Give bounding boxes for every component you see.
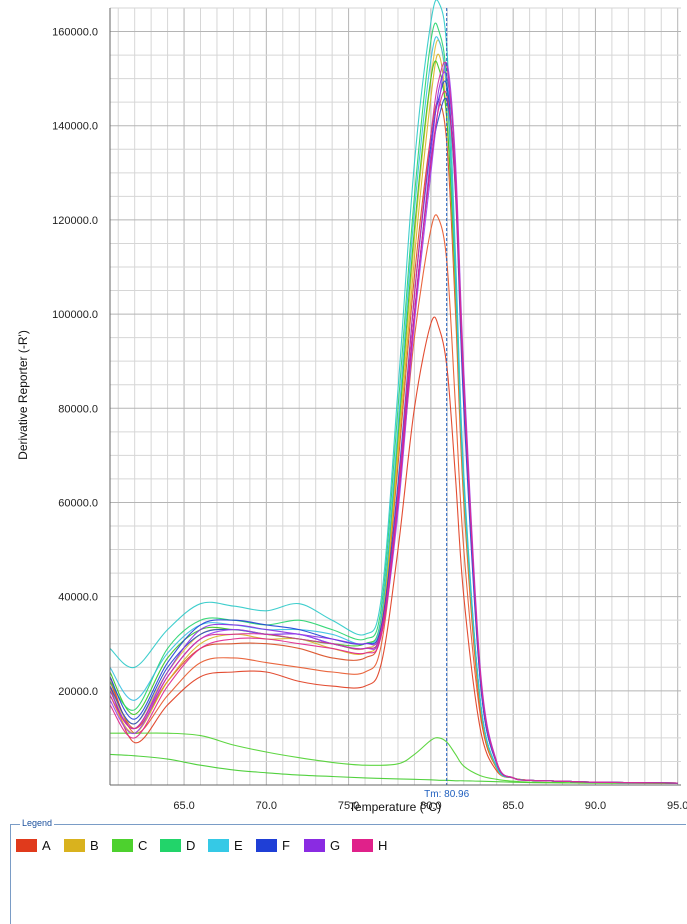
x-tick-label: 75.0 [338, 800, 359, 812]
legend-label-d: D [186, 838, 196, 853]
legend-items: A B C D E F G H [16, 838, 400, 853]
x-axis-title: Temperature (°C) [349, 800, 441, 814]
series-line-h [109, 61, 678, 784]
plot-background [110, 8, 681, 785]
series-lines [109, 0, 678, 784]
legend-item-h[interactable]: H [352, 838, 400, 853]
legend-panel [10, 824, 686, 924]
legend-label-g: G [330, 838, 341, 853]
legend-label-a: A [42, 838, 51, 853]
y-tick-label: 100000.0 [52, 309, 98, 321]
x-tick-label: 85.0 [502, 800, 523, 812]
legend-item-d[interactable]: D [160, 838, 208, 853]
legend-swatch-c [112, 839, 133, 852]
legend-swatch-e [208, 839, 229, 852]
y-tick-label: 20000.0 [58, 686, 98, 698]
legend-swatch-h [352, 839, 373, 852]
legend-label-f: F [282, 838, 290, 853]
series-line-c [110, 732, 678, 784]
legend-swatch-a [16, 839, 37, 852]
x-tick-label: 80.0 [420, 800, 441, 812]
x-tick-label: 70.0 [256, 800, 277, 812]
tm-marker-label: Tm: 80.96 [424, 789, 469, 800]
tm-marker: Tm: 80.96 [424, 8, 470, 800]
y-tick-label: 160000.0 [52, 27, 98, 39]
legend-item-c[interactable]: C [112, 838, 160, 853]
x-tick-label: 90.0 [585, 800, 606, 812]
legend-item-e[interactable]: E [208, 838, 256, 853]
series-line-c [109, 753, 678, 784]
legend-label-c: C [138, 838, 148, 853]
legend-swatch-g [304, 839, 325, 852]
legend-title: Legend [20, 818, 55, 828]
legend-swatch-b [64, 839, 85, 852]
legend-item-a[interactable]: A [16, 838, 64, 853]
legend-item-b[interactable]: B [64, 838, 112, 853]
y-tick-label: 140000.0 [52, 121, 98, 133]
y-tick-label: 40000.0 [58, 592, 98, 604]
y-axis-title: Derivative Reporter (-R') [16, 330, 30, 460]
legend-label-b: B [90, 838, 99, 853]
legend-label-h: H [378, 838, 388, 853]
legend-item-f[interactable]: F [256, 838, 304, 853]
y-tick-label: 60000.0 [58, 497, 98, 509]
x-tick-label: 95.0 [667, 800, 687, 812]
y-tick-label: 80000.0 [58, 403, 98, 415]
legend-item-g[interactable]: G [304, 838, 352, 853]
x-tick-label: 65.0 [173, 800, 194, 812]
legend-swatch-f [256, 839, 277, 852]
legend-swatch-d [160, 839, 181, 852]
legend-label-e: E [234, 838, 243, 853]
melt-curve-chart: Tm: 80.96 65.0 70.0 75.0 80.0 85.0 90.0 95.0 20… [16, 0, 687, 814]
axes: 65.0 70.0 75.0 80.0 85.0 90.0 95.0 20000.0 40000… [52, 8, 687, 812]
y-tick-label: 120000.0 [52, 215, 98, 227]
